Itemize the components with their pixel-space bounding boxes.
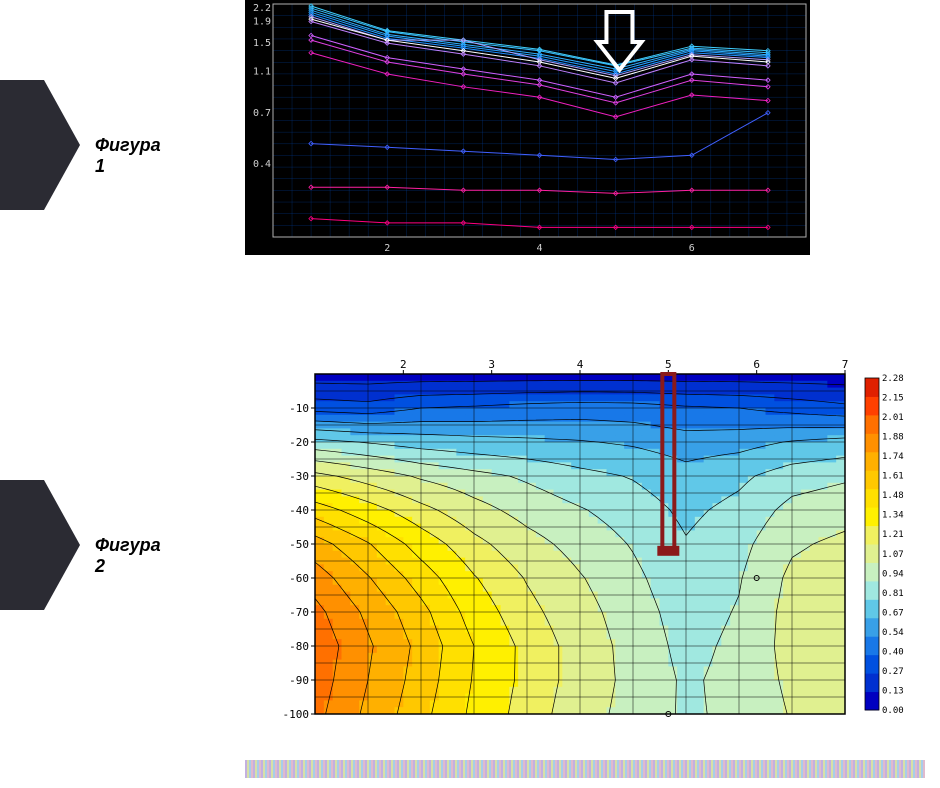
svg-text:-30: -30 <box>289 470 309 483</box>
svg-text:2.2: 2.2 <box>253 3 271 14</box>
svg-text:0.4: 0.4 <box>253 159 271 170</box>
svg-text:0.54: 0.54 <box>882 628 904 638</box>
svg-text:2.28: 2.28 <box>882 374 904 384</box>
svg-text:1.88: 1.88 <box>882 433 904 443</box>
svg-text:-70: -70 <box>289 606 309 619</box>
svg-text:0.67: 0.67 <box>882 608 904 618</box>
noise-strip <box>245 760 925 778</box>
svg-text:4: 4 <box>536 243 542 254</box>
svg-text:0.94: 0.94 <box>882 569 904 579</box>
svg-text:0.7: 0.7 <box>253 108 271 119</box>
svg-text:1.21: 1.21 <box>882 530 904 540</box>
svg-text:-20: -20 <box>289 436 309 449</box>
svg-text:1.61: 1.61 <box>882 472 904 482</box>
svg-text:2.15: 2.15 <box>882 394 904 404</box>
svg-text:1.74: 1.74 <box>882 452 904 462</box>
svg-text:1.07: 1.07 <box>882 550 904 560</box>
svg-text:0.81: 0.81 <box>882 589 904 599</box>
svg-text:-80: -80 <box>289 640 309 653</box>
svg-text:-10: -10 <box>289 402 309 415</box>
figure1-chart: 2 4 6 0.4 0.7 1.1 1.5 1.9 2.2 <box>245 0 810 255</box>
chevron-bullet-2 <box>0 480 80 610</box>
svg-text:1.5: 1.5 <box>253 38 271 49</box>
svg-text:-40: -40 <box>289 504 309 517</box>
svg-text:5: 5 <box>665 358 672 371</box>
svg-text:6: 6 <box>753 358 760 371</box>
svg-text:2: 2 <box>384 243 390 254</box>
svg-text:-60: -60 <box>289 572 309 585</box>
svg-text:-90: -90 <box>289 674 309 687</box>
figure1-label: Фигура 1 <box>95 135 161 177</box>
svg-text:1.1: 1.1 <box>253 66 271 77</box>
svg-text:2: 2 <box>400 358 407 371</box>
svg-text:0.13: 0.13 <box>882 686 904 696</box>
figure2-label: Фигура 2 <box>95 535 161 577</box>
figure2-chart: 2 3 4 5 6 7 -10 -20 -30 -40 -50 -60 -70 -80 -90 -100 0.0… <box>245 352 925 732</box>
svg-text:1.48: 1.48 <box>882 491 904 501</box>
svg-text:0.27: 0.27 <box>882 667 904 677</box>
svg-text:4: 4 <box>577 358 584 371</box>
svg-text:-50: -50 <box>289 538 309 551</box>
svg-text:3: 3 <box>488 358 495 371</box>
svg-text:0.00: 0.00 <box>882 706 904 716</box>
chevron-bullet-1 <box>0 80 80 210</box>
svg-text:7: 7 <box>842 358 849 371</box>
svg-text:6: 6 <box>689 243 695 254</box>
svg-text:2.01: 2.01 <box>882 413 904 423</box>
svg-text:1.9: 1.9 <box>253 16 271 27</box>
svg-text:1.34: 1.34 <box>882 511 904 521</box>
svg-text:0.40: 0.40 <box>882 647 904 657</box>
svg-text:-100: -100 <box>283 708 310 721</box>
